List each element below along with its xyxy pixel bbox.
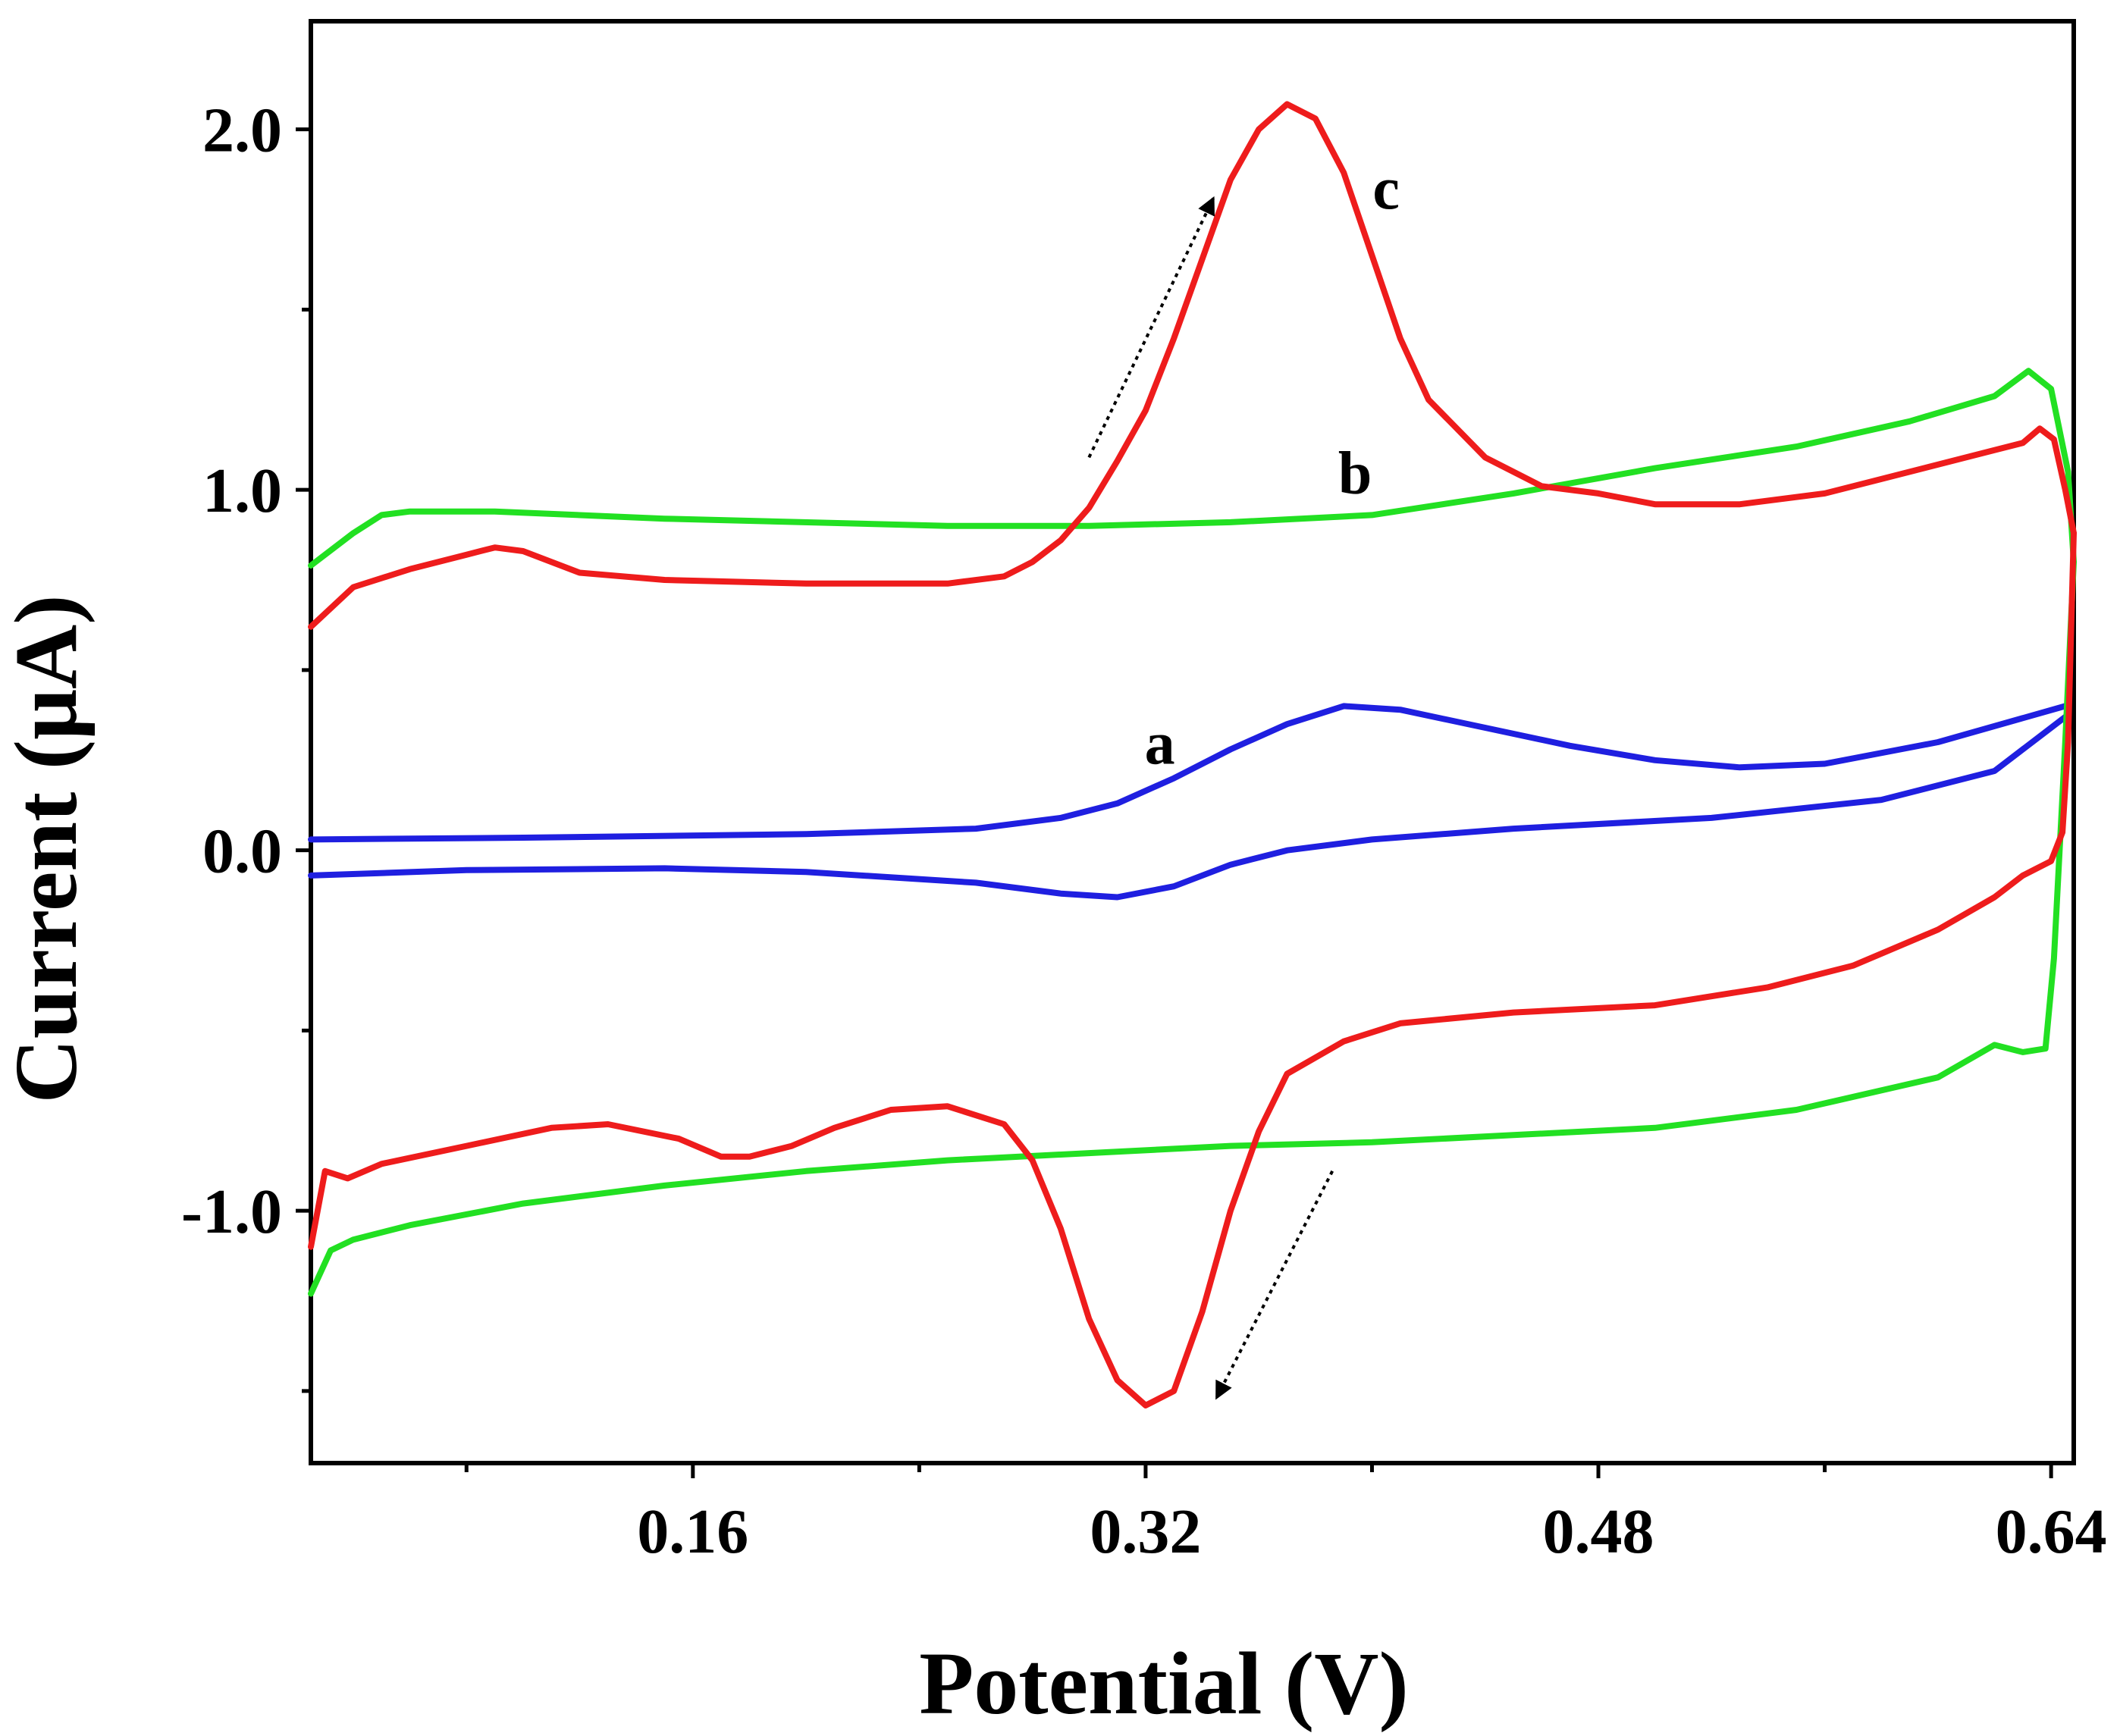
curve-a-reverse (308, 713, 2068, 901)
curve-label-c: c (1372, 155, 1400, 222)
curve-a-forward (308, 703, 2068, 843)
y-tick-label: 0.0 (202, 816, 282, 887)
x-tick-label: 0.16 (637, 1496, 748, 1567)
y-tick-label: 1.0 (202, 456, 282, 526)
x-tick-label: 0.48 (1543, 1496, 1654, 1567)
curve-label-a: a (1145, 711, 1175, 778)
x-axis-title: Potential (V) (919, 1634, 1409, 1733)
curve-b-reverse (308, 559, 2077, 1297)
curve-label-b: b (1338, 440, 1372, 507)
plot-frame (309, 19, 2076, 1465)
scan-direction-arrow-1 (1087, 196, 1215, 459)
y-axis-title: Current (μA) (0, 595, 96, 1104)
curve-c-reverse (308, 530, 2077, 1409)
y-tick-label: -1.0 (181, 1177, 282, 1247)
curve-b-forward (308, 368, 2077, 569)
x-tick-label: 0.32 (1090, 1496, 1201, 1567)
y-tick-label: 2.0 (202, 96, 282, 166)
curve-c-forward (308, 101, 2077, 630)
scan-direction-arrow-2 (1215, 1170, 1334, 1400)
x-tick-label: 0.64 (1996, 1496, 2107, 1567)
